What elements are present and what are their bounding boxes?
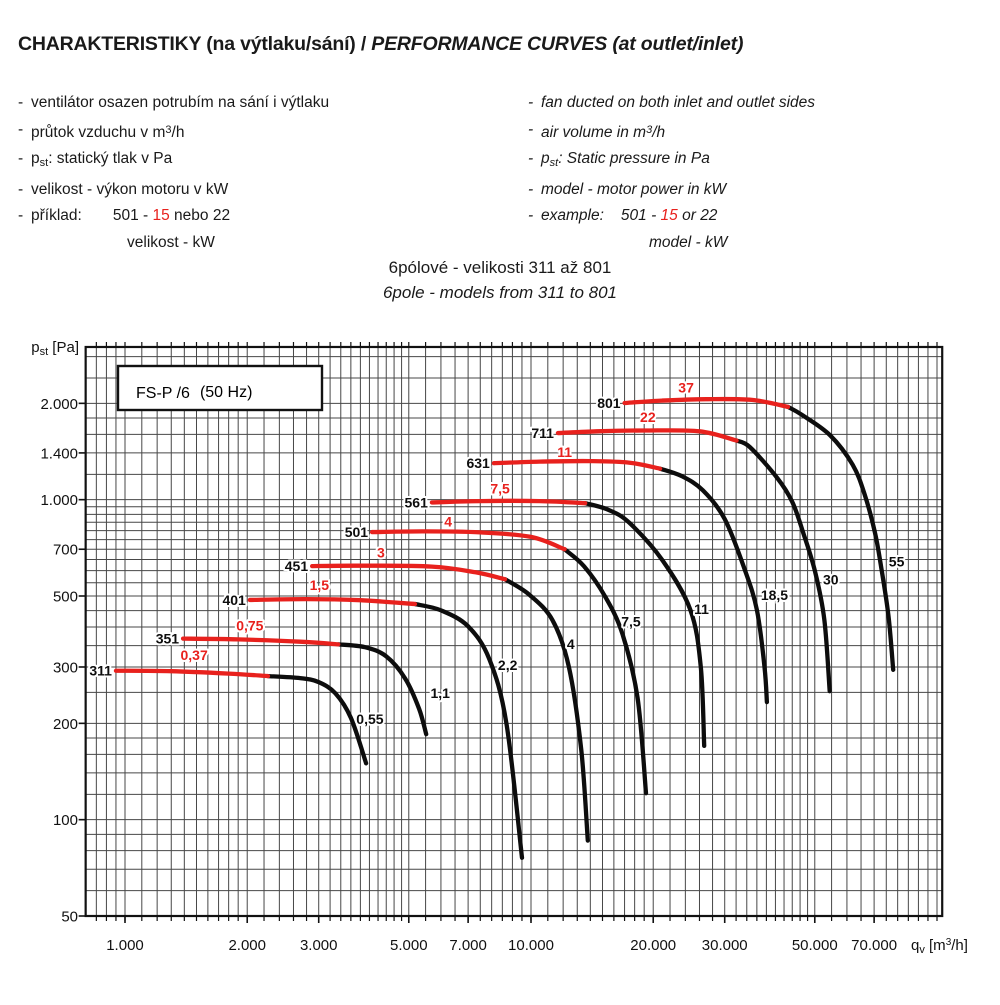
y-tick-label: 1.400 [40, 445, 78, 462]
curve-501-black [562, 547, 649, 796]
model-label-801: 801 [597, 395, 621, 411]
intro-list-en: - fan ducted on both inlet and outlet sid… [528, 90, 815, 256]
list-item: - průtok vzduchu v m3/h [18, 120, 185, 141]
power-label-black-561: 11 [694, 601, 709, 617]
page-title-en: PERFORMANCE CURVES (at outlet/inlet) [371, 33, 744, 55]
chart-title-box [116, 364, 324, 412]
curve-351-black [336, 642, 429, 737]
power-label-black-801: 55 [889, 554, 905, 570]
curve-401-black [412, 601, 525, 860]
curve-351-red [180, 636, 341, 647]
page-title: CHARAKTERISTIKY (na výtlaku/sání) / PERF… [18, 33, 743, 56]
power-label-black-351: 1,1 [431, 685, 451, 701]
curve-631-black [657, 466, 770, 705]
y-tick-label: 2.000 [40, 396, 78, 413]
list-item-example-note: model - kW [649, 233, 728, 251]
x-tick-label: 3.000 [300, 937, 338, 954]
list-item: - pst: Static pressure in Pa [528, 150, 710, 169]
y-tick-label: 50 [61, 909, 78, 926]
power-label-black-501: 7,5 [621, 614, 641, 630]
y-tick-label: 100 [53, 812, 78, 829]
curve-311-black [265, 673, 369, 766]
model-label-711: 711 [531, 425, 554, 441]
curve-311-red [113, 668, 271, 679]
curve-451-red [309, 563, 508, 582]
list-item-example: - example: 501 - 15 or 22 [528, 207, 718, 224]
chart-title: FS-P /6 (50 Hz) [136, 384, 252, 402]
list-item-example: - příklad: 501 - 15 nebo 22 [18, 207, 231, 224]
axes-layer: 2.000 1.400 1.000 700 500 300 200 100 50 1.000 2.0… [31, 339, 968, 956]
y-axis-label: pst [Pa] [31, 339, 79, 358]
x-tick-label: 5.000 [390, 937, 428, 954]
list-item: - model - motor power in kW [528, 180, 727, 198]
list-item: - ventilátor osazen potrubím na sání i vý… [18, 94, 330, 111]
list-item: - pst: statický tlak v Pa [18, 150, 173, 169]
power-label-red-801: 37 [678, 379, 694, 395]
power-label-black-711: 30 [823, 572, 839, 588]
list-item: - fan ducted on both inlet and outlet sid… [528, 94, 816, 111]
power-label-red-561: 7,5 [490, 481, 510, 497]
model-label-631: 631 [466, 455, 490, 471]
model-label-501: 501 [345, 524, 369, 540]
x-tick-label: 70.000 [851, 937, 897, 954]
list-item: - velikost - výkon motoru v kW [18, 180, 229, 198]
x-tick-label: 2.000 [228, 937, 266, 954]
power-label-black-401: 2,2 [498, 657, 518, 673]
power-label-black-631: 18,5 [761, 587, 788, 603]
page-title-cz: CHARAKTERISTIKY (na výtlaku/sání) / [18, 33, 372, 55]
power-label-red-711: 22 [640, 409, 656, 425]
x-tick-label: 7.000 [449, 937, 487, 954]
model-label-351: 351 [156, 631, 180, 647]
curve-561-black [583, 501, 707, 749]
power-label-red-631: 11 [557, 444, 572, 460]
curve-711-red [555, 428, 739, 443]
x-tick-label: 1.000 [106, 937, 144, 954]
power-label-red-351: 0,75 [236, 618, 263, 634]
x-tick-label: 30.000 [702, 937, 748, 954]
x-tick-label: 20.000 [630, 937, 676, 954]
curve-561-red [429, 498, 588, 506]
x-axis-label: qv [m3/h] [911, 937, 968, 956]
curve-501-red [369, 529, 567, 552]
power-label-black-311: 0,55 [356, 711, 383, 727]
plot-frame [84, 345, 944, 918]
curve-labels-layer: 311 0,37 0,55 351 0,75 1,1 401 1,5 2,2 451 3 4 501 4 7… [87, 377, 906, 729]
x-tick-label: 10.000 [508, 937, 554, 954]
curve-801-red [622, 396, 791, 410]
curves-layer [113, 396, 896, 860]
power-label-red-401: 1,5 [310, 577, 330, 593]
y-tick-label: 300 [53, 659, 78, 676]
list-item-example-note: velikost - kW [127, 233, 215, 251]
example-power-red: 15 [152, 207, 170, 224]
y-tick-label: 200 [53, 716, 78, 733]
power-label-red-451: 3 [377, 544, 385, 560]
example-power-red: 15 [660, 207, 678, 224]
y-tick-label: 500 [53, 589, 78, 606]
curve-711-black [734, 438, 832, 694]
power-label-black-451: 4 [567, 636, 575, 652]
intro-list-cz: - ventilátor osazen potrubím na sání i vý… [18, 90, 329, 256]
model-label-311: 311 [89, 663, 112, 679]
grid-layer [85, 341, 943, 921]
power-label-red-311: 0,37 [181, 647, 208, 663]
x-tick-label: 50.000 [792, 937, 838, 954]
curve-631-red [491, 458, 663, 471]
model-label-401: 401 [222, 592, 246, 608]
y-tick-label: 1.000 [40, 492, 78, 509]
curve-801-black [785, 404, 896, 672]
y-tick-label: 700 [53, 542, 78, 559]
chart-subtitle: 6pólové - velikosti 311 až 801 6pole - m… [0, 256, 1000, 305]
list-item: - air volume in m3/h [528, 120, 666, 141]
chart-subtitle-en: 6pole - models from 311 to 801 [382, 282, 618, 302]
model-label-561: 561 [405, 494, 429, 510]
model-label-451: 451 [285, 558, 309, 574]
curve-451-black [502, 577, 590, 843]
power-label-red-501: 4 [444, 513, 452, 529]
curve-401-red [247, 596, 418, 607]
chart-subtitle-cz: 6pólové - velikosti 311 až 801 [388, 258, 612, 277]
